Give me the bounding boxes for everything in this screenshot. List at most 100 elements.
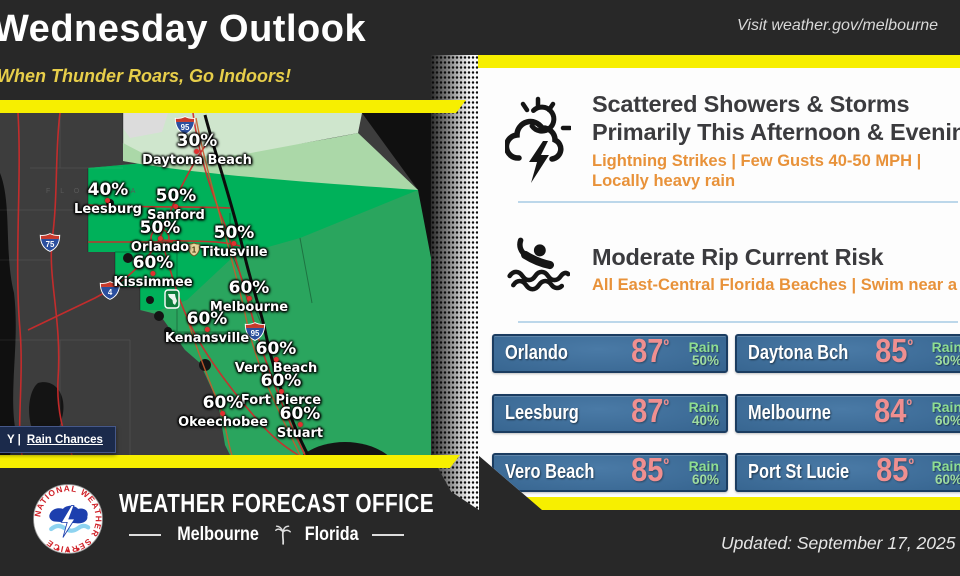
- city-marker-dot: [173, 204, 179, 209]
- map-city-titusville: 50% Titusville: [200, 224, 267, 260]
- card-rain-chance: Rain 60%: [931, 398, 960, 428]
- city-marker-dot: [273, 357, 279, 362]
- rain-chance-map: F L O R I D A 95: [0, 113, 470, 455]
- city-label: Leesburg: [74, 202, 142, 217]
- legend-prefix: Y |: [7, 433, 21, 446]
- card-rain-chance: Rain 50%: [688, 338, 719, 368]
- card-city: Vero Beach: [505, 461, 595, 483]
- storm-detail-line2: Locally heavy rain: [592, 172, 736, 190]
- rain-chance-value: 50%: [155, 186, 197, 206]
- map-city-fort-pierce: 60% Fort Pierce: [241, 372, 321, 408]
- degree-symbol: º: [663, 455, 669, 474]
- office-state: Florida: [304, 524, 359, 545]
- rain-chance-value: 50%: [213, 223, 255, 243]
- card-temperature: 85º: [631, 451, 669, 488]
- rain-chance-value: 40%: [87, 180, 129, 200]
- card-temperature: 87º: [631, 332, 669, 369]
- forecast-card-daytona-bch: Daytona Bch 85º Rain 30%: [735, 334, 960, 373]
- card-city: Leesburg: [505, 402, 579, 424]
- rain-chance-value: 60%: [202, 393, 244, 413]
- card-city: Orlando: [505, 342, 568, 364]
- storm-cloud-lightning-icon: [505, 95, 571, 185]
- map-city-kissimmee: 60% Kissimmee: [113, 254, 192, 290]
- panel-top-accent: [478, 55, 960, 68]
- forecast-panel: Scattered Showers & Storms Primarily Thi…: [478, 55, 960, 510]
- section-divider: [518, 321, 958, 323]
- rain-chance-value: 50%: [139, 218, 181, 238]
- page-title: Wednesday Outlook: [0, 8, 367, 50]
- map-city-okeechobee: 60% Okeechobee: [178, 394, 268, 430]
- storm-title-line2: Primarily This Afternoon & Evening: [592, 119, 960, 145]
- card-temperature: 85º: [876, 451, 915, 488]
- rip-current-section: Moderate Rip Current Risk All East-Centr…: [592, 243, 960, 295]
- forecast-card-port-st-lucie: Port St Lucie 85º Rain 60%: [735, 453, 960, 492]
- panel-bottom-accent: [478, 497, 960, 510]
- map-city-daytona-beach: 30% Daytona Beach: [142, 132, 252, 168]
- city-label: Vero Beach: [234, 361, 318, 376]
- rain-chance-value: 60%: [228, 278, 270, 298]
- interstate-75-shield-icon: 75: [39, 233, 61, 252]
- forecast-card-leesburg: Leesburg 87º Rain 40%: [492, 394, 728, 433]
- degree-symbol: º: [908, 455, 915, 474]
- card-rain-chance: Rain 30%: [931, 338, 960, 368]
- city-marker-dot: [231, 241, 237, 246]
- city-label: Sanford: [147, 208, 205, 223]
- website-link-text: Visit weather.gov/melbourne: [737, 17, 938, 34]
- forecast-card-vero-beach: Vero Beach 85º Rain 60%: [492, 453, 728, 492]
- legend-rain-chances-label: Rain Chances: [26, 433, 103, 446]
- svg-text:4: 4: [108, 288, 113, 297]
- nws-logo: NATIONAL WEATHER SERVICE: [32, 483, 103, 555]
- card-city: Daytona Bch: [748, 342, 849, 364]
- city-marker-dot: [157, 236, 163, 241]
- yellow-divider-top: [0, 100, 466, 113]
- city-marker-dot: [194, 149, 200, 154]
- city-label: Melbourne: [209, 300, 289, 315]
- degree-symbol: º: [663, 396, 669, 415]
- forecast-card-melbourne: Melbourne 84º Rain 60%: [735, 394, 960, 433]
- safety-tagline: When Thunder Roars, Go Indoors!: [0, 66, 291, 86]
- degree-symbol: º: [663, 336, 669, 355]
- us-1-shield-icon: 1: [187, 242, 201, 257]
- map-city-vero-beach: 60% Vero Beach: [235, 340, 318, 376]
- city-marker-dot: [150, 271, 156, 276]
- city-label: Titusville: [200, 245, 268, 260]
- map-city-orlando: 50% Orlando: [131, 219, 189, 255]
- card-rain-chance: Rain 60%: [688, 457, 719, 487]
- rain-chance-value: 60%: [260, 371, 302, 391]
- card-temperature: 87º: [631, 392, 669, 429]
- card-temperature: 85º: [875, 332, 914, 369]
- map-city-melbourne: 60% Melbourne: [210, 279, 288, 315]
- office-title: WEATHER FORECAST OFFICE: [119, 488, 435, 518]
- rip-current-title: Moderate Rip Current Risk: [592, 244, 884, 270]
- map-city-kenansville: 60% Kenansville: [165, 310, 249, 346]
- city-label: Fort Pierce: [240, 393, 322, 408]
- city-marker-dot: [204, 327, 210, 332]
- florida-basemap: F L O R I D A: [0, 113, 470, 455]
- rain-chance-value: 60%: [279, 404, 321, 424]
- city-label: Stuart: [276, 426, 324, 441]
- halftone-transition: [431, 55, 479, 510]
- office-location: Melbourne Florida: [119, 524, 414, 546]
- rain-chance-value: 30%: [176, 131, 218, 151]
- interstate-4-shield-icon: 4: [99, 281, 121, 300]
- degree-symbol: º: [906, 396, 912, 415]
- storm-section: Scattered Showers & Storms Primarily Thi…: [592, 90, 960, 191]
- yellow-divider-bottom: [0, 455, 460, 468]
- interstate-95-south-shield-icon: 95: [244, 322, 266, 341]
- office-city: Melbourne: [177, 524, 259, 545]
- interstate-95-shield-icon: 95: [174, 116, 196, 135]
- card-temperature: 84º: [874, 392, 912, 429]
- rip-current-swimmer-icon: [506, 236, 570, 294]
- svg-text:1: 1: [192, 246, 197, 255]
- palm-tree-icon: [274, 525, 291, 545]
- degree-symbol: º: [907, 336, 914, 355]
- city-marker-dot: [105, 198, 111, 203]
- card-rain-chance: Rain 60%: [931, 457, 960, 487]
- svg-text:95: 95: [181, 123, 190, 132]
- city-marker-dot: [246, 296, 252, 301]
- card-city: Port St Lucie: [748, 461, 850, 483]
- city-label: Kissimmee: [113, 275, 193, 290]
- rain-chance-value: 60%: [132, 253, 174, 273]
- map-legend: Y | Rain Chances: [0, 426, 116, 453]
- card-rain-chance: Rain 40%: [688, 398, 719, 428]
